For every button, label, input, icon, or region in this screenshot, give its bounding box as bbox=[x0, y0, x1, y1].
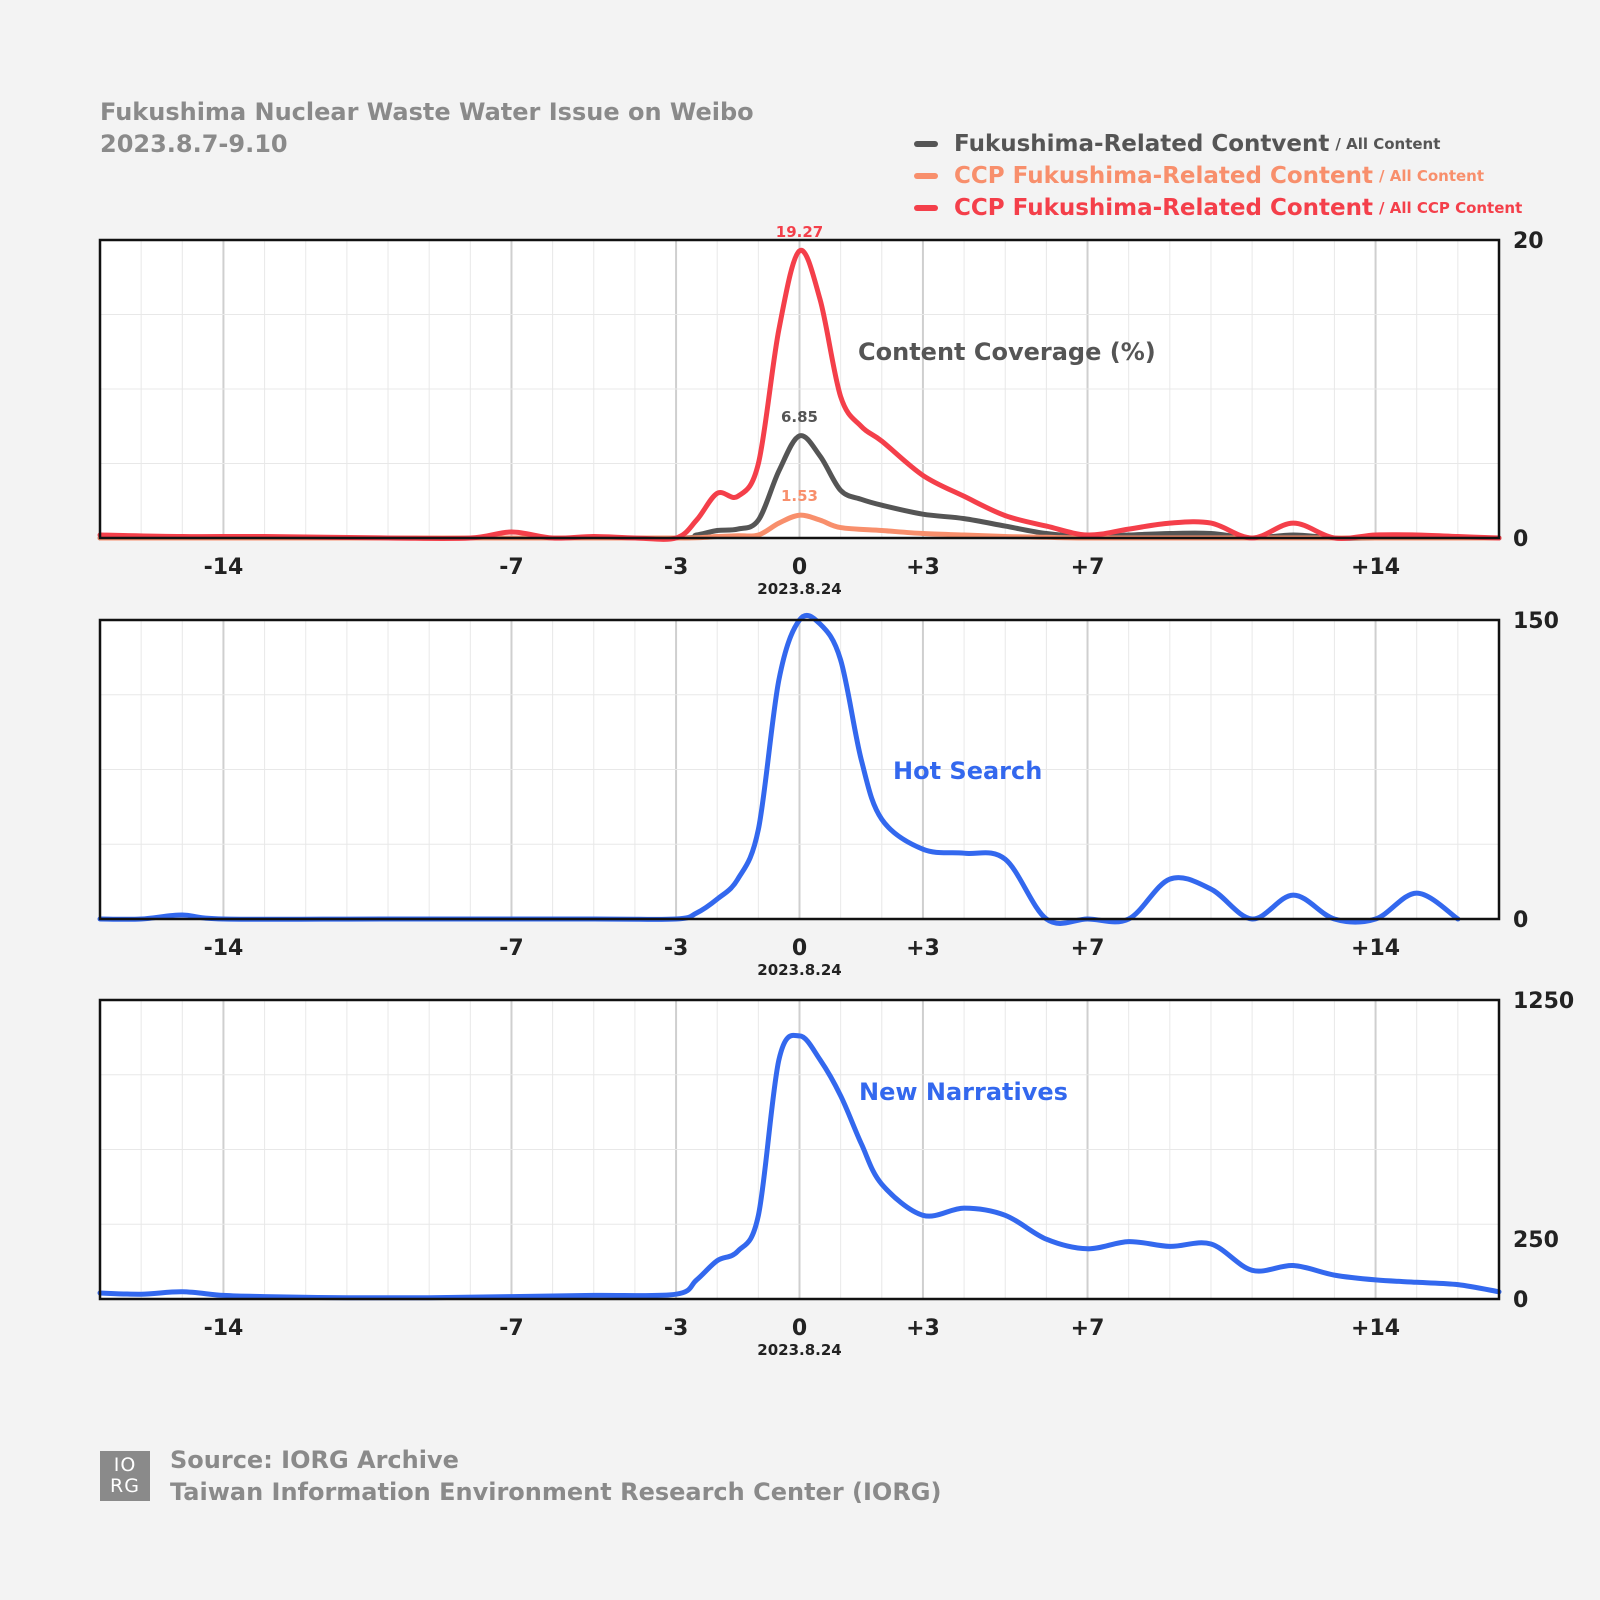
y-tick-label: 0 bbox=[1513, 527, 1528, 552]
y-tick-label: 0 bbox=[1513, 1288, 1528, 1313]
legend-entry-ccp-ccp: CCP Fukushima-Related Content / All CCP … bbox=[914, 192, 1522, 224]
legend: Fukushima-Related Contvent / All Content… bbox=[914, 128, 1522, 224]
chart-panel-title: New Narratives bbox=[859, 1078, 1068, 1106]
x-tick-label: -7 bbox=[499, 555, 523, 580]
legend-sublabel: / All CCP Content bbox=[1379, 199, 1523, 217]
legend-swatch bbox=[914, 205, 938, 211]
x-date-label: 2023.8.24 bbox=[757, 961, 841, 979]
chart-panel-title: Content Coverage (%) bbox=[858, 338, 1156, 366]
x-tick-label: -14 bbox=[204, 555, 244, 580]
source-text: Source: IORG Archive Taiwan Information … bbox=[170, 1444, 941, 1508]
x-tick-label: -14 bbox=[204, 1316, 244, 1341]
peak-data-label: 1.53 bbox=[781, 487, 818, 505]
legend-label: Fukushima-Related Contvent bbox=[954, 131, 1330, 157]
x-tick-label: +3 bbox=[906, 555, 940, 580]
legend-entry-ccp-all: CCP Fukushima-Related Content / All Cont… bbox=[914, 160, 1522, 192]
legend-label: CCP Fukushima-Related Content bbox=[954, 163, 1374, 189]
x-tick-label: 0 bbox=[792, 555, 807, 580]
x-tick-label: +7 bbox=[1071, 555, 1105, 580]
x-date-label: 2023.8.24 bbox=[757, 1341, 841, 1359]
peak-data-label: 6.85 bbox=[781, 408, 818, 426]
x-tick-label: -7 bbox=[499, 1316, 523, 1341]
x-tick-label: -3 bbox=[664, 936, 688, 961]
legend-entry-fukushima-all: Fukushima-Related Contvent / All Content bbox=[914, 128, 1522, 160]
x-date-label: 2023.8.24 bbox=[757, 580, 841, 598]
legend-swatch bbox=[914, 173, 938, 179]
source-line: Source: IORG Archive bbox=[170, 1446, 459, 1474]
logo-bottom-text: RG bbox=[110, 1475, 140, 1497]
x-tick-label: +7 bbox=[1071, 1316, 1105, 1341]
y-tick-label: 20 bbox=[1513, 229, 1544, 254]
x-tick-label: -3 bbox=[664, 1316, 688, 1341]
x-tick-label: +14 bbox=[1351, 555, 1400, 580]
x-tick-label: -14 bbox=[204, 936, 244, 961]
x-tick-label: -3 bbox=[664, 555, 688, 580]
chart-subtitle: 2023.8.7-9.10 bbox=[100, 130, 288, 158]
iorg-logo: IO RG bbox=[100, 1451, 150, 1501]
y-tick-label: 1250 bbox=[1513, 989, 1574, 1014]
chart-title-block: Fukushima Nuclear Waste Water Issue on W… bbox=[100, 96, 754, 160]
peak-data-label: 19.27 bbox=[776, 223, 823, 241]
y-tick-label: 0 bbox=[1513, 908, 1528, 933]
x-tick-label: +14 bbox=[1351, 936, 1400, 961]
chart-title: Fukushima Nuclear Waste Water Issue on W… bbox=[100, 98, 754, 126]
x-tick-label: +7 bbox=[1071, 936, 1105, 961]
chart-panel-title: Hot Search bbox=[893, 757, 1042, 785]
x-tick-label: -7 bbox=[499, 936, 523, 961]
x-tick-label: +3 bbox=[906, 936, 940, 961]
legend-sublabel: / All Content bbox=[1379, 167, 1485, 185]
logo-top-text: IO bbox=[113, 1454, 137, 1476]
legend-label: CCP Fukushima-Related Content bbox=[954, 195, 1374, 221]
org-line: Taiwan Information Environment Research … bbox=[170, 1478, 942, 1506]
x-tick-label: 0 bbox=[792, 936, 807, 961]
legend-sublabel: / All Content bbox=[1335, 135, 1441, 153]
x-tick-label: 0 bbox=[792, 1316, 807, 1341]
plot-frame bbox=[98, 998, 1501, 1301]
source-block: IO RG Source: IORG Archive Taiwan Inform… bbox=[100, 1444, 941, 1508]
x-tick-label: +3 bbox=[906, 1316, 940, 1341]
y-tick-label: 250 bbox=[1513, 1228, 1559, 1253]
legend-swatch bbox=[914, 141, 938, 147]
x-tick-label: +14 bbox=[1351, 1316, 1400, 1341]
y-tick-label: 150 bbox=[1513, 609, 1559, 634]
plot-frame bbox=[98, 618, 1501, 921]
plot-frame bbox=[98, 238, 1501, 540]
